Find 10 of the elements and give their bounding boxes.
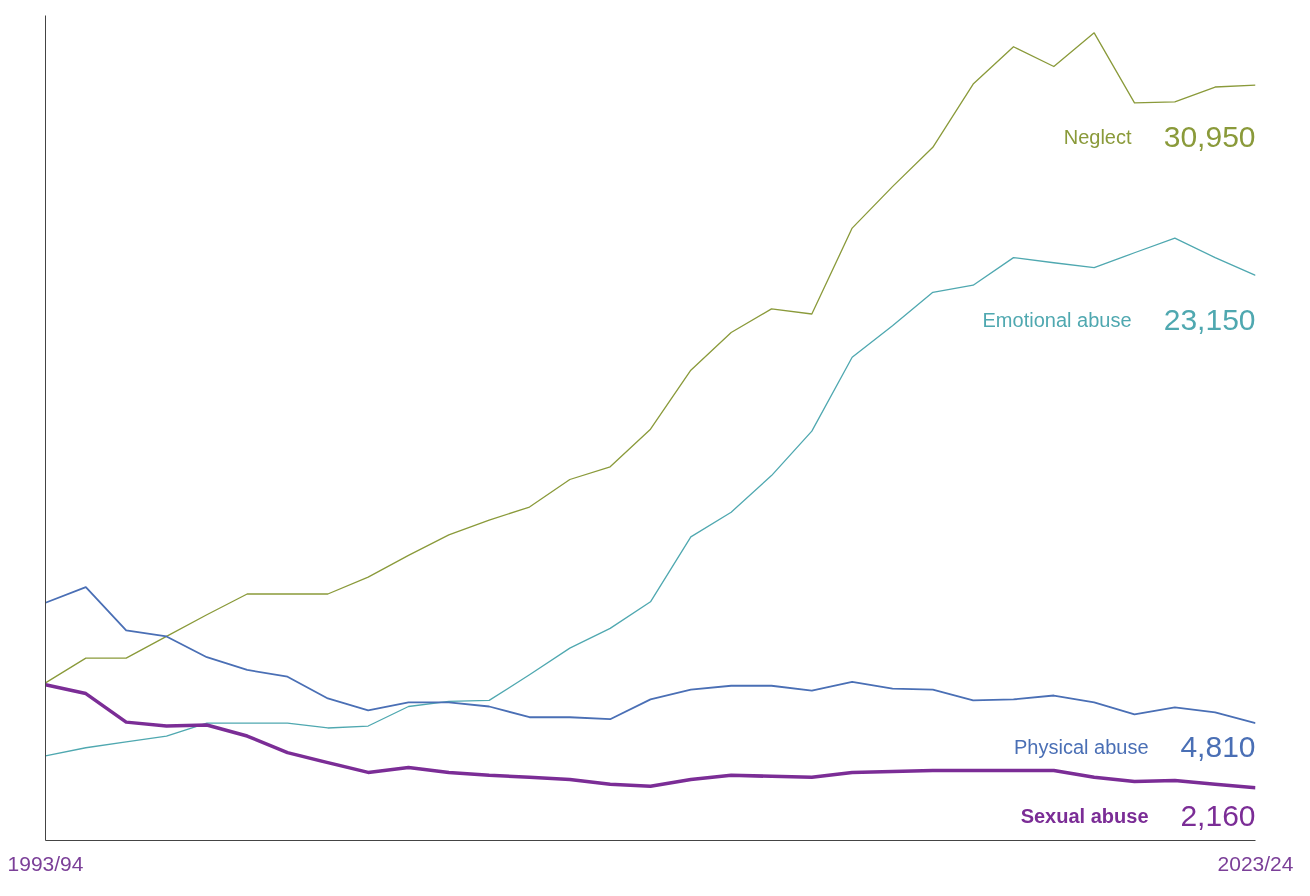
data-label: 2,160 (1180, 798, 1256, 832)
series-label: Physical abuse (1013, 736, 1149, 759)
series-label: Sexual abuse (1020, 804, 1149, 827)
data-label: 23,150 (1163, 303, 1256, 337)
series-label: Neglect (1063, 126, 1132, 149)
data-label: 30,950 (1163, 120, 1256, 154)
series-label: Emotional abuse (982, 309, 1132, 332)
x-tick-label: 2023/24 (1217, 851, 1294, 875)
data-label: 4,810 (1180, 730, 1256, 764)
x-tick-label: 1993/94 (7, 851, 84, 875)
